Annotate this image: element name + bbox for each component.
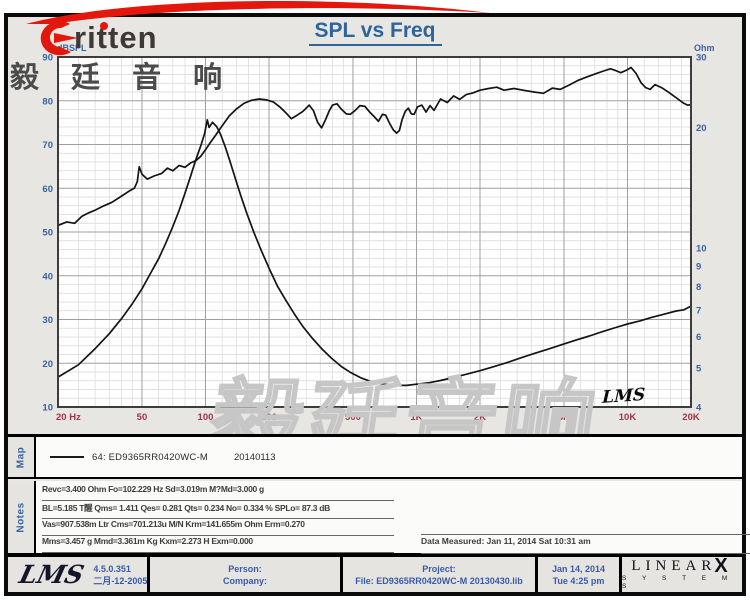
y-left-tick: 60 [42, 184, 53, 195]
legend-series-label: 64: ED9365RR0420WC-M [92, 451, 208, 463]
y-right-tick: 9 [696, 262, 701, 273]
y-right-tick: 7 [696, 305, 701, 316]
x-tick: 10K [619, 412, 637, 423]
impedance-curve [57, 118, 692, 387]
x-tick: 50 [137, 412, 148, 423]
notes-row-label: Notes [8, 481, 36, 553]
lms-version-date: 二月-12-2005 [93, 575, 148, 586]
y-left-tick: 70 [42, 140, 53, 151]
project-label: Project: [422, 563, 456, 574]
lms-version: 4.5.0.351 [93, 563, 131, 574]
grid-major [58, 57, 691, 407]
person-label: Person: [228, 563, 262, 574]
y-left-tick: 20 [42, 359, 53, 370]
x-tick: 100 [198, 412, 214, 423]
y-left-tick: 80 [42, 96, 53, 107]
company-label: Company: [222, 575, 267, 586]
notes-line-1: Revc=3.400 Ohm Fo=102.229 Hz Sd=3.019m M… [42, 484, 394, 501]
x-tick: 1K [410, 412, 422, 423]
brand-swoosh-icon [40, 21, 78, 56]
x-tick: 2K [474, 412, 486, 423]
brand-i-dot-icon [100, 22, 108, 30]
linearx-logo: LINEAR X [631, 554, 733, 577]
y-right-tick: 20 [696, 123, 707, 134]
footer-person-cell: Person: Company: [150, 557, 343, 592]
notes-line-3: Vas=907.538m Ltr Cms=701.213u M/N Krm=14… [42, 519, 394, 536]
legend-line-swatch [50, 456, 84, 458]
spl-vs-freq-chart: 90 80 70 60 50 40 30 20 10 30 20 10 9 8 7 6 5 4 20 Hz 50 100… [42, 43, 715, 423]
lms-plot-signature: LMS [601, 385, 646, 408]
brand-name: ritten [74, 20, 158, 55]
y-right-tick: 8 [696, 282, 701, 293]
map-legend: 64: ED9365RR0420WC-M 20140113 [36, 437, 742, 477]
footer-bar: LMS 4.5.0.351 二月-12-2005 Person: Company… [8, 554, 742, 592]
y-left-tick: 40 [42, 271, 53, 282]
y-right-tick: 10 [696, 243, 707, 254]
brand-logo: ritten [24, 14, 224, 60]
footer-project-cell: Project: File: ED9365RR0420WC-M 20130430… [343, 557, 538, 592]
spl-curve [57, 66, 692, 227]
linearx-x: X [714, 554, 733, 577]
y-right-tick: 4 [696, 403, 702, 414]
y-left-tick: 50 [42, 228, 53, 239]
notes-row: Notes Revc=3.400 Ohm Fo=102.229 Hz Sd=3.… [8, 481, 750, 557]
notes-blank-rule [421, 518, 750, 535]
footer-time: Tue 4:25 pm [552, 575, 605, 586]
footer-date-cell: Jan 14, 2014 Tue 4:25 pm [538, 557, 622, 592]
file-label: File: ED9365RR0420WC-M 20130430.lib [355, 575, 523, 586]
map-row: Map 64: ED9365RR0420WC-M 20140113 [8, 434, 742, 479]
notes-line-4: Mms=3.457 g Mmd=3.361m Kg Kxm=2.273 H Ex… [42, 536, 394, 553]
footer-date: Jan 14, 2014 [551, 563, 606, 574]
y-left-tick: 30 [42, 315, 53, 326]
x-tick: 5K [558, 412, 570, 423]
y-left-tick: 10 [42, 403, 53, 414]
x-tick: 20 Hz [56, 412, 81, 423]
lms-logo: LMS [16, 560, 87, 589]
footer-linearx-cell: LINEAR X S Y S T E M S [622, 554, 742, 592]
notes-line-2: BL=5.185 T醒 Qms= 1.411 Qes= 0.281 Qts= 0… [42, 502, 394, 519]
y-right-axis-label: Ohm [694, 43, 715, 53]
lms-version-block: 4.5.0.351 二月-12-2005 [93, 563, 147, 587]
x-tick: 20K [682, 412, 700, 423]
y-left-axis-label: dBSPL [57, 43, 87, 53]
y-left-tick: 90 [42, 53, 53, 64]
x-tick: 500 [345, 412, 361, 423]
x-tick: 200 [261, 412, 277, 423]
legend-series-date: 20140113 [233, 451, 276, 463]
notes-content: Revc=3.400 Ohm Fo=102.229 Hz Sd=3.019m M… [36, 481, 750, 554]
y-right-tick: 5 [696, 364, 702, 375]
data-measured-line: Data Measured: Jan 11, 2014 Sat 10:31 am [421, 536, 750, 554]
y-right-tick: 30 [696, 53, 707, 64]
y-right-tick: 6 [696, 332, 701, 343]
footer-lms-cell: LMS 4.5.0.351 二月-12-2005 [8, 557, 150, 592]
map-row-label: Map [8, 437, 36, 477]
linearx-systems: S Y S T E M S [622, 574, 735, 590]
plot-border [57, 56, 692, 408]
